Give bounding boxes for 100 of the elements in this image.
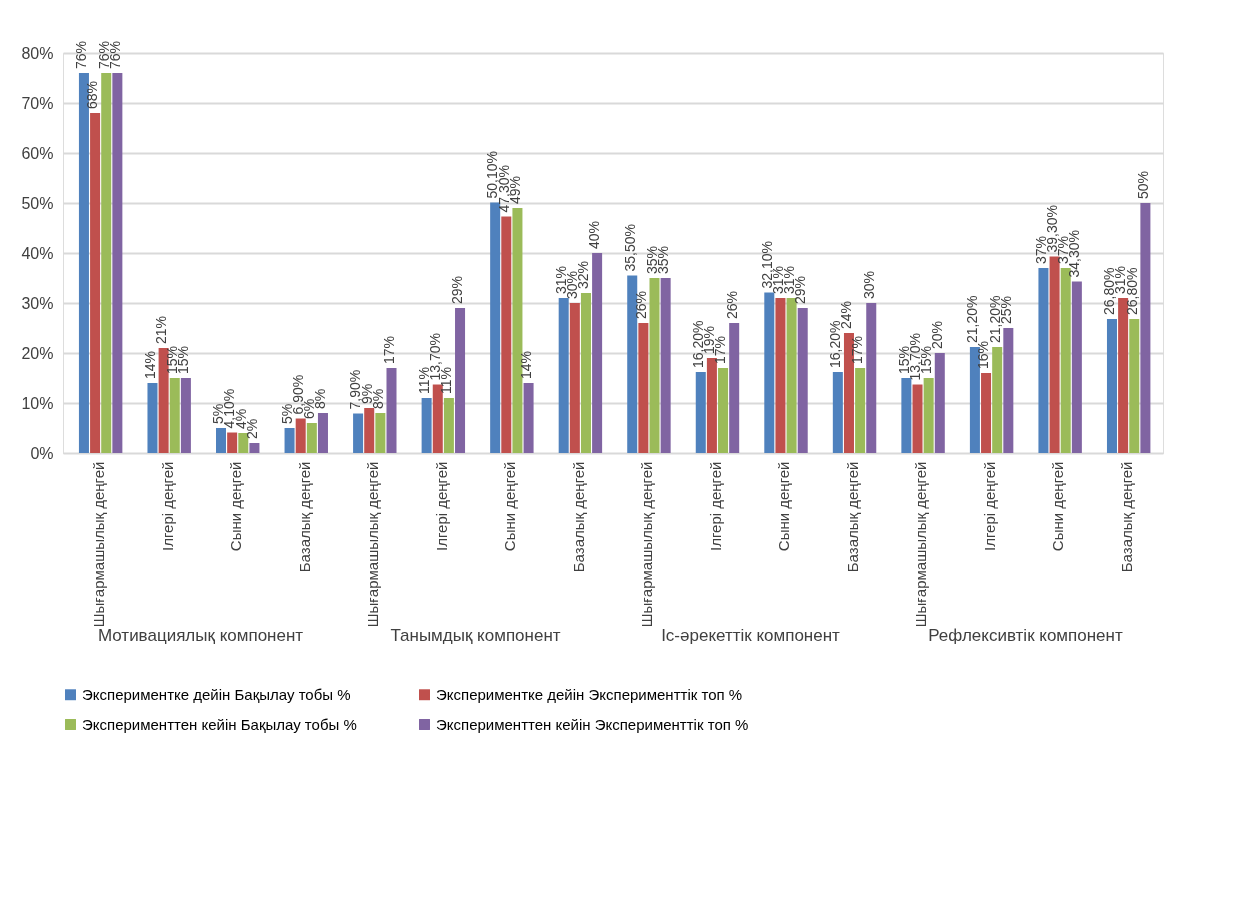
x-tick-label: Шығармашылық деңгей: [912, 461, 930, 628]
bar: [1038, 268, 1049, 453]
text: Іс-әрекеттік компонент: [661, 626, 841, 645]
bar: [706, 358, 717, 453]
y-tick-label: 50%: [21, 194, 54, 212]
bar: [797, 308, 808, 453]
bar: [1003, 328, 1014, 453]
data-label: 26%: [632, 290, 649, 319]
legend-label: Экспериментке дейін Бақылау тобы %: [82, 685, 351, 703]
bar: [432, 384, 443, 453]
x-tick-label: Ілгері деңгей: [158, 461, 176, 551]
bar: [180, 378, 191, 453]
text: Мотивациялық компонент: [97, 626, 304, 645]
bar: [638, 323, 649, 453]
bar: [101, 73, 112, 453]
bar: [284, 428, 295, 453]
bar: [934, 353, 945, 453]
data-label: 14%: [517, 350, 534, 379]
x-tick-label: Шығармашылық деңгей: [364, 461, 382, 628]
data-label: 14%: [141, 350, 158, 379]
x-tick-label: Сыни деңгей: [1049, 461, 1067, 552]
bar: [627, 275, 638, 453]
bar: [317, 413, 328, 453]
bar: [1106, 319, 1117, 453]
data-label: 40%: [586, 220, 603, 249]
data-label: 68%: [84, 80, 101, 109]
data-label: 35,50%: [621, 224, 638, 272]
data-label: 21%: [152, 315, 169, 344]
bar: [249, 443, 260, 453]
bar: [558, 298, 569, 453]
bar: [112, 73, 123, 453]
bar: [512, 208, 523, 453]
bar: [1049, 256, 1060, 453]
bar: [238, 433, 249, 453]
y-tick-label: 80%: [21, 44, 54, 62]
bar: [660, 278, 671, 453]
bar: [775, 298, 786, 453]
bar: [90, 113, 101, 453]
bar: [386, 368, 397, 453]
data-label: 29%: [449, 275, 466, 304]
data-label: 76%: [73, 40, 90, 69]
y-tick-label: 0%: [30, 444, 54, 462]
bar: [764, 292, 775, 453]
bar: [981, 373, 992, 453]
bar: [1140, 203, 1151, 453]
bar: [421, 398, 432, 453]
bar: [695, 372, 706, 453]
bar: [216, 428, 227, 453]
bar: [729, 323, 740, 453]
data-label: 50%: [1134, 170, 1151, 199]
bar: [78, 73, 89, 453]
bar: [901, 378, 912, 453]
bar: [295, 418, 306, 453]
x-tick-label: Ілгері деңгей: [980, 461, 998, 551]
bar: [158, 348, 169, 453]
bar: [969, 347, 980, 453]
data-label: 11%: [415, 367, 432, 394]
y-tick-label: 30%: [21, 294, 54, 312]
data-label: 5%: [278, 403, 295, 424]
y-tick-label: 70%: [21, 94, 54, 112]
x-tick-label: Ілгері деңгей: [706, 461, 724, 551]
text: Рефлексивтік компонент: [928, 626, 1123, 645]
bar: [490, 202, 501, 453]
legend-label: Эксперименттен кейін Бақылау тобы %: [82, 715, 357, 733]
bar: [1129, 319, 1140, 453]
bar: [1060, 268, 1071, 453]
bar: [923, 378, 934, 453]
bar: [501, 216, 512, 453]
y-tick-label: 10%: [21, 394, 54, 412]
bar: [227, 432, 238, 453]
bar: [592, 253, 603, 453]
y-tick-label: 20%: [21, 344, 54, 362]
x-tick-label: Сыни деңгей: [775, 461, 793, 552]
data-label: 21,20%: [964, 295, 981, 343]
bar: [569, 303, 580, 453]
x-tick-label: Базалық деңгей: [569, 461, 587, 573]
bar: [832, 372, 843, 453]
bar: [580, 293, 591, 453]
bar: [866, 303, 877, 453]
bar: [306, 423, 317, 453]
x-tick-label: Базалық деңгей: [295, 461, 313, 573]
bar: [455, 308, 466, 453]
x-tick-label: Базалық деңгей: [1118, 461, 1136, 573]
bar: [855, 368, 866, 453]
data-label: 26%: [723, 290, 740, 319]
x-tick-label: Шығармашылық деңгей: [638, 461, 656, 628]
bar: [1071, 281, 1082, 453]
bar: [912, 384, 923, 453]
bar: [443, 398, 454, 453]
data-label: 30%: [860, 270, 877, 299]
x-tick-label: Ілгері деңгей: [432, 461, 450, 551]
data-label: 17%: [380, 335, 397, 364]
bar: [169, 378, 180, 453]
x-tick-label: Шығармашылық деңгей: [89, 461, 107, 628]
bar: [364, 408, 375, 453]
bar: [992, 347, 1003, 453]
y-tick-label: 60%: [21, 144, 54, 162]
bar: [718, 368, 729, 453]
y-tick-label: 40%: [21, 244, 54, 262]
bar: [843, 333, 854, 453]
